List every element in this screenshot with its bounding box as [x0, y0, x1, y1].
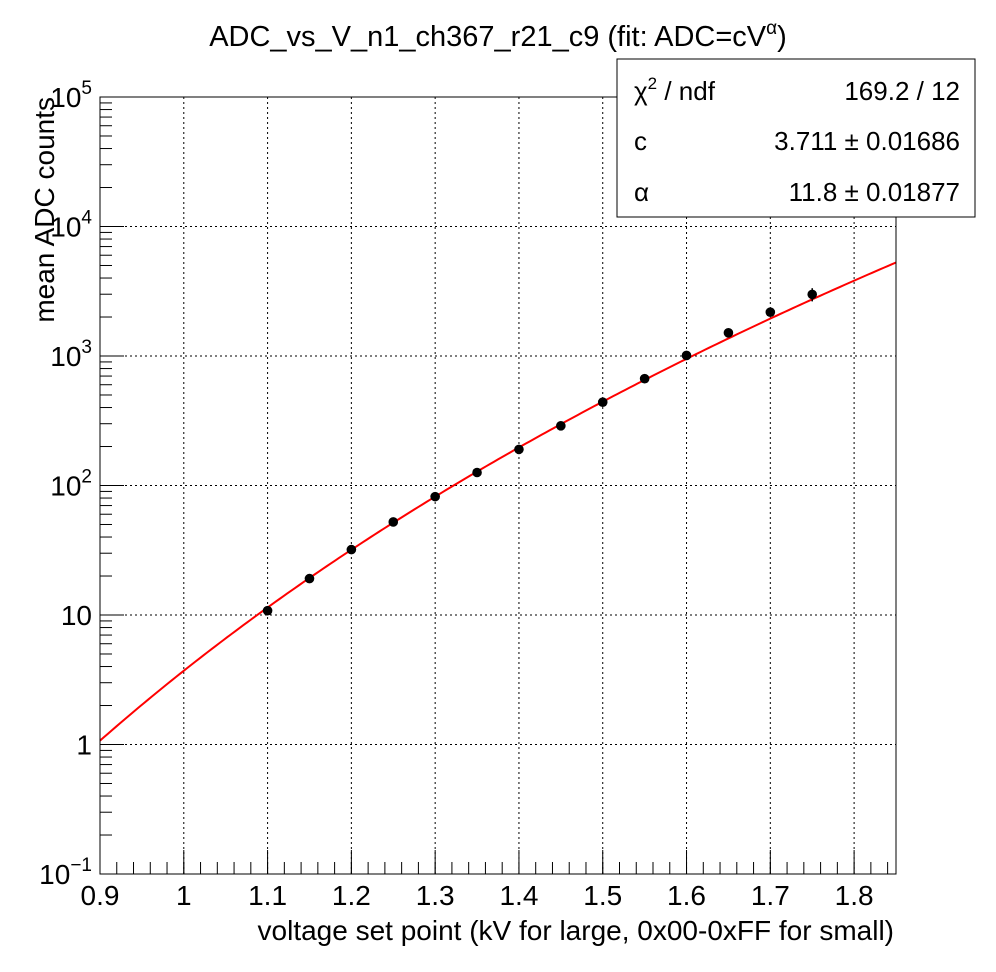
fit-curve	[99, 261, 897, 742]
x-tick-label: 1.4	[499, 880, 538, 911]
y-tick-label: 10−1	[39, 855, 92, 890]
x-tick-label: 1.1	[248, 880, 287, 911]
stats-value: 3.711 ± 0.01686	[774, 126, 960, 156]
x-tick-label: 1	[176, 880, 192, 911]
data-point	[472, 467, 482, 478]
stats-label: α	[634, 177, 649, 207]
data-point	[346, 544, 357, 555]
fit-stats-box: χ2 / ndf 169.2 / 12 c 3.711 ± 0.01686 α 11.8 …	[616, 58, 976, 218]
x-tick-label: 1.7	[751, 880, 790, 911]
data-point	[388, 517, 399, 527]
data-point	[723, 328, 734, 338]
y-tick-label: 102	[50, 467, 92, 502]
x-tick-label: 1.2	[332, 880, 371, 911]
y-tick-label: 105	[50, 78, 92, 113]
y-tick-label: 104	[50, 208, 92, 243]
y-axis-label: mean ADC counts	[29, 97, 60, 323]
axis-ticks	[99, 96, 889, 875]
stats-value: 169.2 / 12	[844, 76, 960, 106]
x-tick-label: 1.6	[667, 880, 706, 911]
stats-label: c	[634, 126, 647, 156]
x-tick-label: 0.9	[81, 880, 120, 911]
data-points	[262, 288, 818, 616]
data-point	[556, 421, 566, 431]
stats-label: χ2 / ndf	[634, 74, 716, 106]
y-tick-label: 1	[76, 730, 92, 761]
data-point	[304, 573, 315, 584]
data-point	[262, 605, 273, 616]
chart-title: ADC_vs_V_n1_ch367_r21_c9 (fit: ADC=cVα)	[209, 18, 787, 53]
x-tick-label: 1.8	[835, 880, 874, 911]
x-tick-label: 1.3	[416, 880, 455, 911]
data-point	[765, 307, 776, 317]
x-tick-label: 1.5	[583, 880, 622, 911]
fit-curve-group	[99, 261, 897, 742]
stats-box-frame	[616, 58, 976, 218]
x-tick-labels: 0.9 1 1.1 1.2 1.3 1.4 1.5 1.6 1.7 1.8	[81, 880, 874, 911]
data-point	[597, 397, 608, 407]
data-point	[514, 444, 524, 455]
data-point	[681, 350, 692, 361]
data-point	[807, 289, 818, 300]
data-point	[639, 373, 650, 384]
y-tick-label: 10	[61, 600, 92, 631]
stats-value: 11.8 ± 0.01877	[789, 177, 960, 207]
x-axis-label: voltage set point (kV for large, 0x00-0x…	[258, 915, 894, 946]
data-point	[430, 491, 440, 502]
y-tick-label: 103	[50, 337, 92, 372]
y-tick-labels: 10−1 1 10 102 103 104 105	[39, 78, 92, 890]
